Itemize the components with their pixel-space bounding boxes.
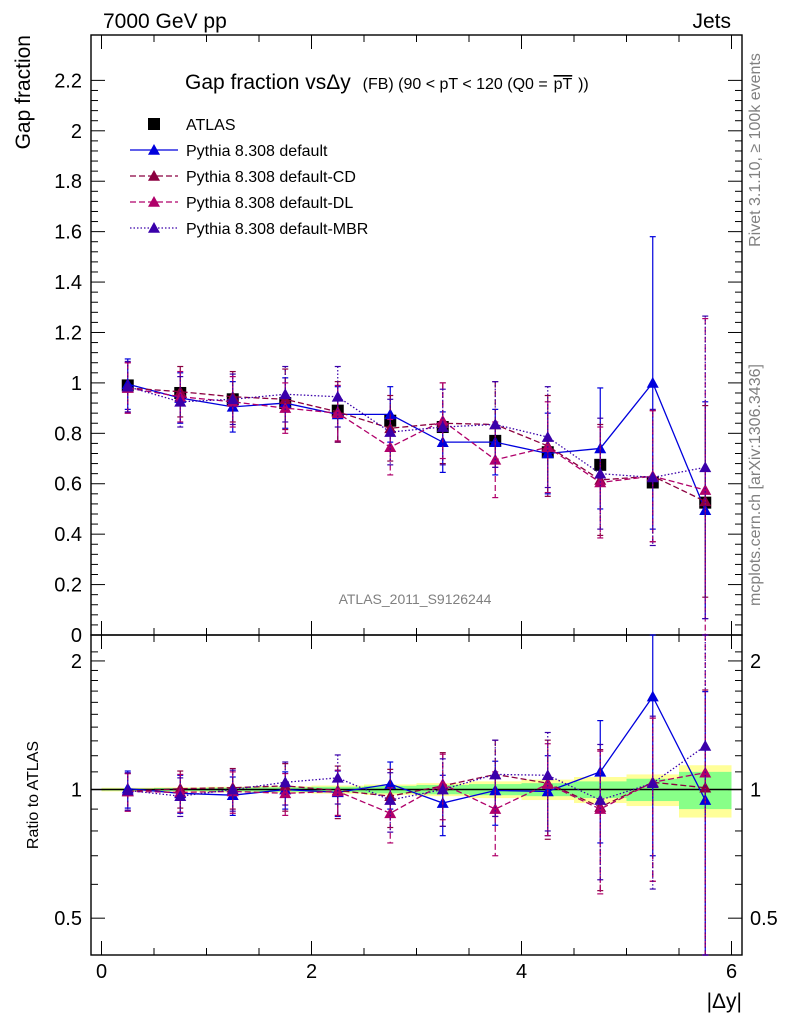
ratio-series-3-point <box>594 794 607 805</box>
main-series-1-point <box>646 376 659 388</box>
main-ytick-label: 1 <box>71 373 82 395</box>
main-series-4-point <box>436 421 449 432</box>
ratio-series-3-point <box>331 771 344 783</box>
main-series-4-point <box>226 393 239 405</box>
main-series-1-line <box>127 381 706 511</box>
main-series-4-point <box>121 380 134 392</box>
legend-marker <box>148 196 160 207</box>
category-label: Jets <box>692 10 731 33</box>
ratio-series-2-point <box>279 787 292 799</box>
ratio-ytick-label-right: 1 <box>750 780 761 802</box>
ratio-series-3-point <box>646 777 659 788</box>
main-ytick-label: 0.2 <box>54 575 82 597</box>
ratio-series-0-point <box>646 690 659 702</box>
main-ytick-label: 0.4 <box>54 524 82 546</box>
legend-label: Pythia 8.308 default-CD <box>186 169 356 186</box>
main-series-4-point <box>646 471 659 483</box>
ratio-ytick-label: 2 <box>71 651 82 673</box>
ratio-series-3-point <box>121 784 134 796</box>
main-series-4-point <box>384 426 397 437</box>
ratio-series-3-point <box>489 768 502 780</box>
main-series-4-point <box>699 461 712 473</box>
main-ytick-label: 0.6 <box>54 474 82 496</box>
main-series-3-point <box>384 441 397 452</box>
ratio-series-2-point <box>489 803 502 814</box>
ratio-series-3-point <box>436 783 449 795</box>
main-ytick-label: 2.2 <box>54 70 82 92</box>
ratio-series-3-point <box>699 739 712 751</box>
main-series-4-line <box>127 386 706 479</box>
ratio-series-1-point <box>699 781 712 793</box>
main-series-4-point <box>174 395 187 407</box>
legend: ATLAS Pythia 8.308 default Pythia 8.308 de… <box>130 117 368 238</box>
main-series <box>121 236 712 636</box>
legend-label: Pythia 8.308 default-MBR <box>186 221 368 238</box>
ratio-series-3-point <box>384 794 397 805</box>
ratio-xtick-label: 2 <box>306 961 317 983</box>
legend-label: ATLAS <box>186 117 236 134</box>
title-overline: pT <box>554 76 573 93</box>
energy-label: 7000 GeV pp <box>103 10 227 33</box>
ratio-ylabel: Ratio to ATLAS <box>25 741 42 849</box>
legend-marker <box>148 222 160 233</box>
ratio-series-3-point <box>541 769 554 781</box>
ratio-series <box>121 634 712 956</box>
title-main: Gap fraction vsΔy <box>185 71 351 94</box>
ratio-series-0-line <box>127 695 706 804</box>
main-panel: 0 0.2 0.4 0.6 0.8 1 1.2 1.4 1.6 1.8 2 2.2 Gap fract… <box>12 34 743 647</box>
ratio-series-3-point <box>279 776 292 788</box>
x-axis-label: |Δy| <box>707 990 742 1013</box>
ratio-ytick-label-right: 0.5 <box>750 908 778 930</box>
main-series-2-line <box>127 387 706 502</box>
ratio-ytick-label: 0.5 <box>54 908 82 930</box>
main-ytick-label: 1.2 <box>54 322 82 344</box>
ratio-series-3-point <box>226 783 239 795</box>
ratio-xtick-label: 6 <box>726 961 737 983</box>
main-ytick-label: 1.8 <box>54 171 82 193</box>
ratio-xtick-label: 0 <box>96 961 107 983</box>
main-series-4-point <box>279 388 292 400</box>
main-series-4-point <box>594 467 607 479</box>
title-close: )) <box>578 76 589 93</box>
legend-label: Pythia 8.308 default <box>186 143 328 160</box>
main-axes: 0 0.2 0.4 0.6 0.8 1 1.2 1.4 1.6 1.8 2 2.2 <box>54 35 742 647</box>
main-title: Gap fraction vsΔy (FB) (90 < pT < 120 (Q… <box>185 71 589 94</box>
main-series-3-point <box>279 402 292 413</box>
main-series-3-point <box>436 414 449 426</box>
ratio-xtick-label: 4 <box>516 961 527 983</box>
ratio-series-3-point <box>174 790 187 801</box>
main-ytick-label: 1.4 <box>54 272 82 294</box>
ratio-ytick-label-right: 2 <box>750 651 761 673</box>
legend-label: Pythia 8.308 default-DL <box>186 195 353 212</box>
main-ytick-label: 1.6 <box>54 222 82 244</box>
ratio-axes: 0.5 0.5 1 1 2 2 0 2 4 6 <box>54 635 778 983</box>
main-series-4-point <box>541 431 554 442</box>
ratio-ytick-label: 1 <box>71 780 82 802</box>
main-series-3-point <box>699 484 712 495</box>
mcplots-label: mcplots.cern.ch [arXiv:1306.3436] <box>747 364 764 606</box>
ratio-series-3-line <box>127 745 706 801</box>
legend-marker <box>148 170 160 181</box>
main-ylabel: Gap fraction <box>12 35 35 149</box>
ratio-series-2-point <box>541 778 554 789</box>
main-ytick-label: 0 <box>71 625 82 647</box>
main-ytick-label: 0.8 <box>54 423 82 445</box>
title-sub: (FB) (90 < pT < 120 (Q0 = <box>363 76 548 93</box>
ratio-series-1-line <box>127 773 706 808</box>
legend-marker <box>148 144 160 155</box>
analysis-label: ATLAS_2011_S9126244 <box>339 591 492 607</box>
legend-marker <box>148 118 160 130</box>
main-ytick-label: 2 <box>71 121 82 143</box>
ratio-panel: 0.5 0.5 1 1 2 2 0 2 4 6 Ratio to ATLAS <box>25 634 778 983</box>
rivet-label: Rivet 3.1.10, ≥ 100k events <box>747 53 764 247</box>
main-series-3-line <box>127 387 706 491</box>
main-series-4-point <box>331 390 344 402</box>
main-series-4-point <box>489 418 502 430</box>
